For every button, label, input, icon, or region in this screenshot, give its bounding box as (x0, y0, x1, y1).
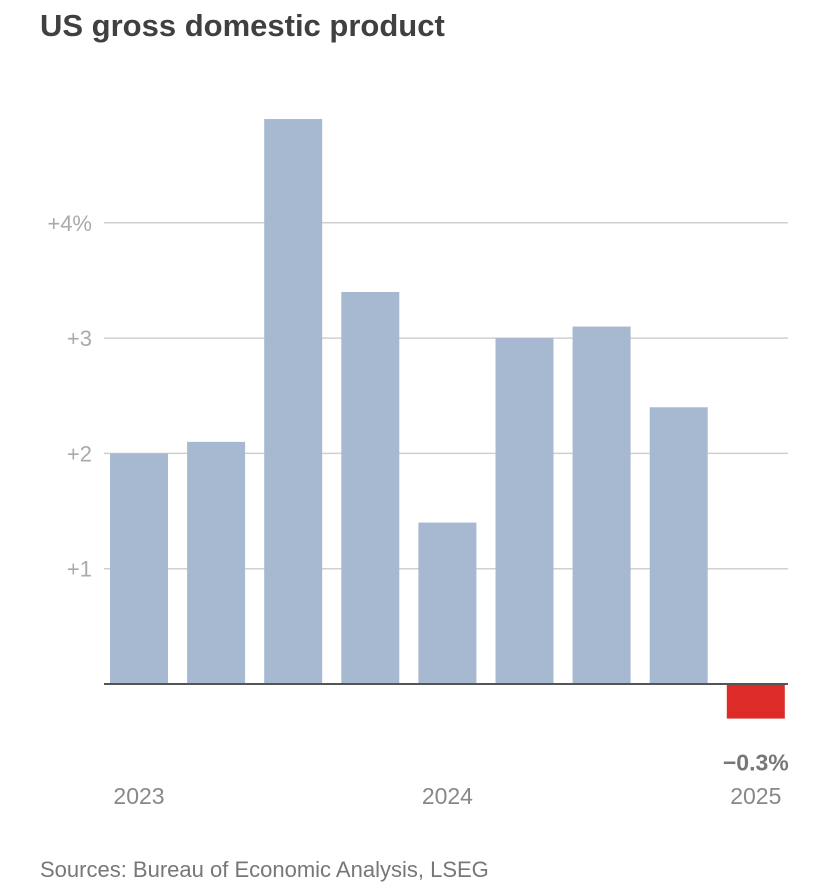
bar-2024-q1 (418, 522, 477, 684)
y-tick-label: +2 (67, 441, 92, 466)
bar-2023-q3 (264, 119, 323, 684)
y-tick-label: +4% (47, 211, 92, 236)
bar-2024-q3 (572, 326, 631, 684)
y-tick-label: +1 (67, 557, 92, 582)
bar-2025-q1 (726, 684, 785, 719)
bar-2024-q2 (495, 338, 554, 684)
x-tick-label: 2025 (730, 783, 781, 809)
data-label: −0.3% (723, 750, 789, 776)
bar-2023-q1 (110, 453, 168, 684)
chart-title: US gross domestic product (40, 8, 445, 43)
bar-2023-q2 (187, 441, 246, 684)
x-tick-label: 2024 (422, 783, 473, 809)
source-note: Sources: Bureau of Economic Analysis, LS… (40, 857, 489, 882)
bar-2023-q4 (341, 291, 400, 684)
x-tick-label: 2023 (113, 783, 164, 809)
bar-2024-q4 (649, 407, 708, 684)
y-tick-label: +3 (67, 326, 92, 351)
